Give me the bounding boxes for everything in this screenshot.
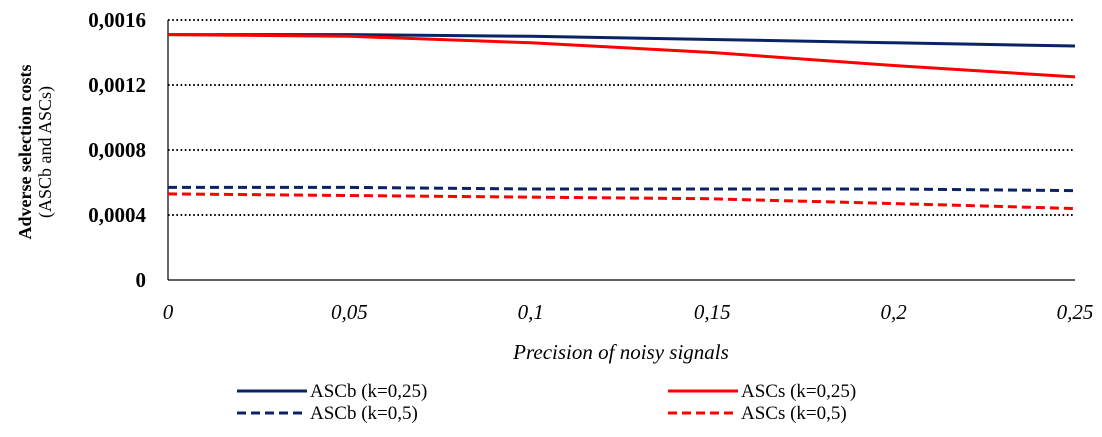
y-tick-label: 0,0016 (88, 8, 146, 32)
legend-label: ASCs (k=0,25) (741, 381, 856, 402)
x-tick-label: 0,1 (518, 300, 544, 324)
y-axis-label: Adverse selection costs (ASCb and ASCs) (15, 65, 56, 240)
y-tick-labels: 0 0,0004 0,0008 0,0012 0,0016 (88, 8, 146, 292)
y-axis-label-sub: (ASCb and ASCs) (35, 86, 56, 218)
legend-label: ASCs (k=0,5) (741, 403, 847, 424)
x-tick-label: 0,05 (331, 300, 368, 324)
legend-label: ASCb (k=0,25) (310, 381, 427, 402)
y-tick-label: 0 (136, 268, 147, 292)
x-axis-label: Precision of noisy signals (512, 340, 729, 364)
y-tick-label: 0,0008 (88, 138, 146, 162)
x-tick-label: 0,2 (880, 300, 907, 324)
series-line-4 (167, 192, 1076, 210)
x-tick-label: 0,15 (694, 300, 731, 324)
y-tick-label: 0,0004 (88, 203, 146, 227)
legend: ASCb (k=0,25) ASCs (k=0,25) ASCb (k=0,5) AS… (237, 381, 856, 424)
x-tick-labels: 0 0,05 0,1 0,15 0,2 0,25 (163, 300, 1094, 324)
series-line-2 (167, 33, 1076, 79)
x-tick-label: 0,25 (1057, 300, 1094, 324)
y-tick-label: 0,0012 (88, 73, 146, 97)
series-lines (167, 33, 1076, 210)
x-tick-label: 0 (163, 300, 174, 324)
series-line-3 (168, 185, 1076, 193)
legend-label: ASCb (k=0,5) (310, 403, 418, 424)
y-axis-label-main: Adverse selection costs (15, 65, 35, 240)
gridlines (168, 19, 1075, 216)
